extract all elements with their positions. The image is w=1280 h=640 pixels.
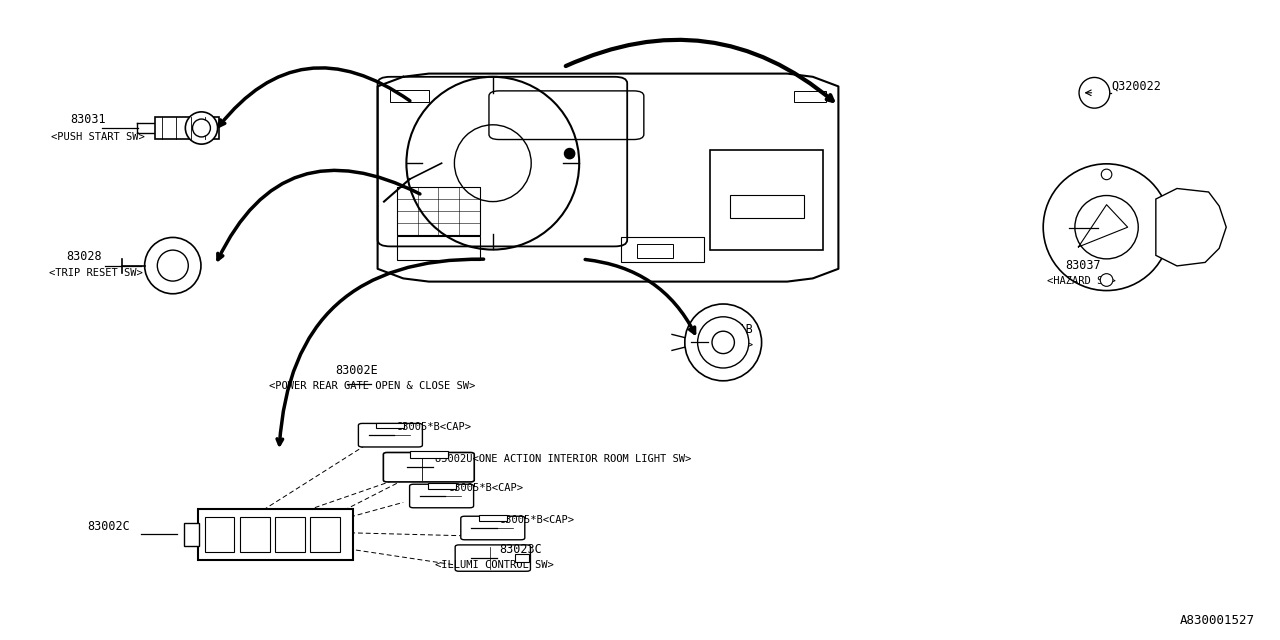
Bar: [197, 509, 353, 560]
Text: <TRIP RESET SW>: <TRIP RESET SW>: [49, 269, 142, 278]
FancyBboxPatch shape: [410, 484, 474, 508]
Polygon shape: [1156, 188, 1226, 266]
Ellipse shape: [1101, 169, 1112, 180]
FancyBboxPatch shape: [358, 424, 422, 447]
Ellipse shape: [1101, 274, 1112, 286]
Bar: [205, 517, 234, 552]
Text: 83002E: 83002E: [335, 364, 378, 378]
Text: <SOCKET>: <SOCKET>: [704, 340, 754, 350]
Bar: [730, 195, 804, 218]
Bar: [397, 236, 480, 260]
Bar: [184, 524, 200, 545]
Bar: [410, 451, 448, 458]
Ellipse shape: [157, 250, 188, 281]
Text: <POWER REAR GATE OPEN & CLOSE SW>: <POWER REAR GATE OPEN & CLOSE SW>: [269, 381, 475, 391]
Bar: [310, 517, 340, 552]
Text: A830001527: A830001527: [1179, 614, 1254, 627]
Bar: [376, 422, 404, 428]
Bar: [275, 517, 305, 552]
Ellipse shape: [1079, 77, 1110, 108]
FancyBboxPatch shape: [461, 516, 525, 540]
Bar: [390, 90, 429, 102]
Ellipse shape: [712, 332, 735, 353]
Ellipse shape: [145, 237, 201, 294]
Text: 83005*B<CAP>: 83005*B<CAP>: [397, 422, 472, 432]
Text: 83031: 83031: [70, 113, 106, 126]
Ellipse shape: [192, 119, 210, 137]
Text: 83005*B<CAP>: 83005*B<CAP>: [448, 483, 524, 493]
Ellipse shape: [1075, 195, 1138, 259]
Text: <HAZARD SW>: <HAZARD SW>: [1047, 276, 1116, 286]
Bar: [637, 244, 673, 258]
Bar: [397, 187, 480, 235]
Bar: [479, 515, 507, 521]
Text: <PUSH START SW>: <PUSH START SW>: [51, 131, 145, 141]
FancyBboxPatch shape: [384, 452, 475, 482]
Bar: [428, 483, 456, 489]
Text: 83023C: 83023C: [499, 543, 541, 556]
Bar: [794, 91, 826, 102]
Text: 83002U<ONE ACTION INTERIOR ROOM LIGHT SW>: 83002U<ONE ACTION INTERIOR ROOM LIGHT SW…: [435, 454, 691, 464]
Text: 86711B: 86711B: [710, 323, 753, 336]
Ellipse shape: [1043, 164, 1170, 291]
Bar: [155, 117, 219, 139]
Bar: [621, 237, 704, 262]
Bar: [516, 554, 530, 563]
Ellipse shape: [564, 148, 575, 159]
Text: Q320022: Q320022: [1111, 79, 1161, 93]
Text: 83005*B<CAP>: 83005*B<CAP>: [499, 515, 575, 525]
Bar: [710, 150, 823, 250]
Text: <ILLUMI CONTROL SW>: <ILLUMI CONTROL SW>: [435, 561, 554, 570]
Text: 83028: 83028: [67, 250, 102, 264]
Ellipse shape: [186, 112, 218, 144]
Text: 83002C: 83002C: [87, 520, 129, 533]
Bar: [241, 517, 270, 552]
Ellipse shape: [698, 317, 749, 368]
Text: 83037: 83037: [1065, 259, 1101, 272]
FancyBboxPatch shape: [456, 545, 530, 572]
Ellipse shape: [685, 304, 762, 381]
